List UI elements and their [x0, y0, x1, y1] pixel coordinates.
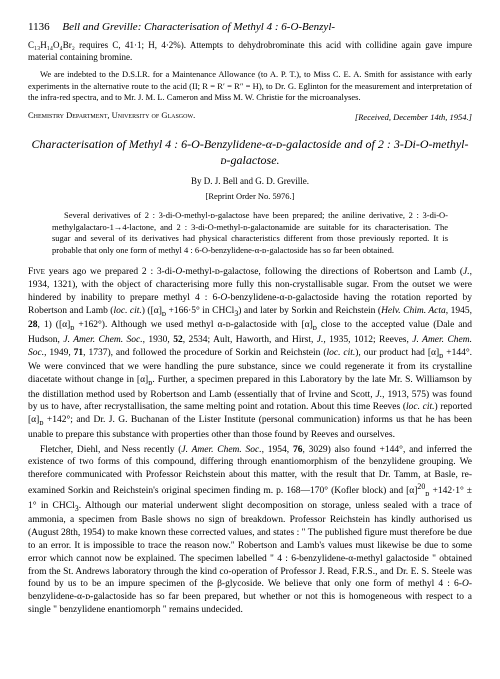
page-number: 1136	[28, 21, 50, 33]
article-title: Characterisation of Methyl 4 : 6-O-Benzy…	[28, 137, 472, 168]
acknowledgment-paragraph: We are indebted to the D.S.I.R. for a Ma…	[28, 69, 472, 103]
body-paragraph-2: Fletcher, Diehl, and Ness recently (J. A…	[28, 444, 472, 617]
leading-word: Five	[28, 267, 45, 277]
running-title: Bell and Greville: Characterisation of M…	[62, 21, 335, 33]
body-p1-text: years ago we prepared 2 : 3-di-O-methyl-…	[28, 267, 472, 440]
body-paragraph-1: Five years ago we prepared 2 : 3-di-O-me…	[28, 266, 472, 441]
authors-line: By D. J. Bell and G. D. Greville.	[28, 175, 472, 187]
reprint-number: [Reprint Order No. 5976.]	[28, 191, 472, 202]
body-p2-text: Fletcher, Diehl, and Ness recently (J. A…	[28, 445, 472, 615]
authors-text: By D. J. Bell and G. D. Greville.	[191, 176, 309, 186]
chemical-formula-line: C₁₃H₁₄O₄Br₂ requires C, 41·1; H, 4·2%). …	[28, 39, 472, 63]
page-header: 1136 Bell and Greville: Characterisation…	[28, 20, 472, 35]
abstract-paragraph: Several derivatives of 2 : 3-di-O-methyl…	[52, 210, 448, 256]
